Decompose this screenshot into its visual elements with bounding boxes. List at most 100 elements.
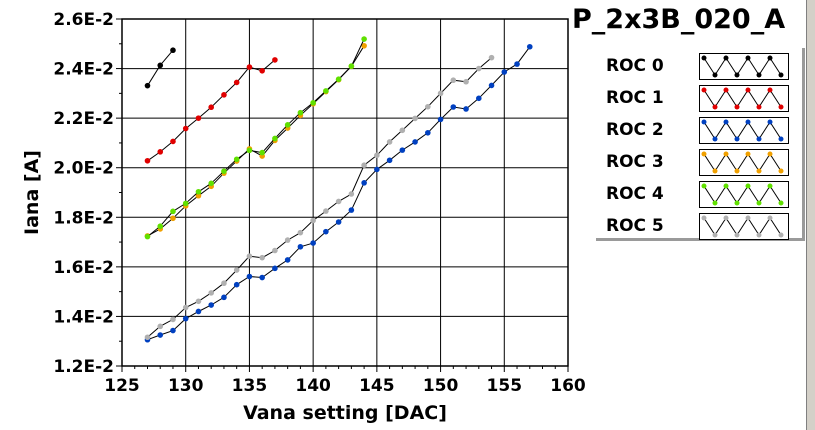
data-point bbox=[259, 149, 265, 156]
legend-entry: ROC 2 bbox=[596, 115, 796, 147]
chart-title: P_2x3B_020_A bbox=[572, 4, 786, 35]
data-point bbox=[284, 257, 291, 263]
x-tick-label: 125 bbox=[104, 376, 140, 396]
data-point bbox=[450, 104, 457, 110]
data-point bbox=[272, 57, 278, 63]
series-roc-0 bbox=[144, 47, 176, 89]
data-point bbox=[170, 316, 176, 323]
data-point bbox=[157, 332, 164, 338]
data-point bbox=[348, 191, 355, 197]
x-tick-label: 140 bbox=[295, 376, 331, 396]
data-point bbox=[514, 61, 520, 67]
data-point bbox=[476, 65, 482, 72]
data-point bbox=[425, 103, 431, 110]
data-point bbox=[425, 129, 431, 136]
y-tick-label: 2.0E-2 bbox=[53, 159, 114, 179]
legend-swatch bbox=[699, 53, 789, 80]
series-roc-5 bbox=[144, 54, 495, 341]
x-tick-label: 145 bbox=[359, 376, 395, 396]
data-point bbox=[526, 43, 533, 50]
legend-swatch bbox=[699, 85, 789, 112]
data-point bbox=[157, 62, 164, 69]
data-point bbox=[284, 122, 291, 128]
data-point bbox=[310, 99, 316, 106]
data-point bbox=[208, 104, 214, 111]
data-point bbox=[399, 147, 406, 153]
data-point bbox=[361, 42, 367, 49]
data-point bbox=[246, 64, 253, 70]
data-point bbox=[501, 69, 508, 75]
series-roc-4 bbox=[144, 36, 367, 240]
legend-swatch bbox=[699, 117, 789, 144]
data-point bbox=[233, 281, 240, 288]
legend-label: ROC 1 bbox=[606, 88, 664, 108]
series-line bbox=[147, 57, 492, 338]
data-point bbox=[182, 315, 189, 322]
legend-label: ROC 0 bbox=[606, 56, 664, 76]
y-tick-label: 2.4E-2 bbox=[53, 60, 114, 80]
data-point bbox=[412, 139, 418, 145]
series-line bbox=[147, 59, 276, 162]
data-point bbox=[195, 188, 202, 195]
data-point bbox=[437, 116, 444, 123]
data-point bbox=[323, 208, 329, 214]
data-point bbox=[221, 294, 227, 301]
data-point bbox=[170, 47, 176, 54]
data-point bbox=[170, 215, 176, 222]
data-point bbox=[259, 68, 265, 74]
data-point bbox=[335, 198, 342, 205]
data-point bbox=[437, 90, 444, 97]
x-axis-label: Vana setting [DAC] bbox=[243, 402, 447, 424]
data-point bbox=[361, 36, 367, 42]
data-point bbox=[297, 229, 304, 236]
data-point bbox=[272, 247, 278, 254]
data-point bbox=[272, 265, 278, 272]
data-point bbox=[361, 162, 367, 169]
window-edge-scrollbar[interactable] bbox=[806, 0, 815, 430]
data-point bbox=[297, 109, 304, 116]
plot-frame bbox=[121, 18, 569, 367]
legend-entry: ROC 4 bbox=[596, 179, 796, 211]
data-point bbox=[208, 290, 214, 296]
legend-label: ROC 5 bbox=[606, 216, 664, 236]
data-point bbox=[272, 135, 278, 142]
series-line bbox=[147, 46, 531, 341]
data-point bbox=[157, 223, 164, 230]
series-layer bbox=[144, 36, 533, 343]
legend: ROC 0 ROC 1 ROC 2 ROC 3 ROC 4 ROC 5 bbox=[596, 48, 805, 241]
data-point bbox=[221, 92, 227, 98]
y-axis-label: Iana [A] bbox=[21, 150, 43, 235]
data-point bbox=[335, 76, 342, 83]
data-point bbox=[259, 254, 265, 261]
data-point bbox=[386, 157, 393, 164]
legend-swatch bbox=[699, 181, 789, 208]
data-point bbox=[144, 82, 151, 89]
legend-label: ROC 4 bbox=[606, 184, 664, 204]
data-point bbox=[170, 138, 176, 145]
data-point bbox=[310, 240, 316, 246]
data-point bbox=[233, 79, 240, 86]
data-point bbox=[157, 323, 164, 330]
data-point bbox=[144, 334, 151, 341]
data-point bbox=[386, 139, 393, 145]
y-tick-label: 1.8E-2 bbox=[53, 208, 114, 228]
legend-swatch bbox=[699, 213, 789, 240]
data-point bbox=[144, 157, 151, 164]
data-point bbox=[233, 267, 240, 273]
data-point bbox=[374, 152, 380, 159]
data-point bbox=[144, 233, 151, 240]
data-point bbox=[259, 274, 265, 281]
data-point bbox=[233, 156, 240, 163]
legend-entry: ROC 3 bbox=[596, 147, 796, 179]
data-point bbox=[221, 168, 227, 174]
data-point bbox=[182, 304, 189, 311]
legend-label: ROC 3 bbox=[606, 152, 664, 172]
x-tick-label: 160 bbox=[550, 376, 586, 396]
data-point bbox=[208, 302, 214, 308]
x-tick-label: 135 bbox=[232, 376, 268, 396]
data-point bbox=[323, 228, 329, 235]
data-point bbox=[297, 243, 304, 250]
x-tick-label: 130 bbox=[168, 376, 204, 396]
data-point bbox=[488, 82, 495, 89]
